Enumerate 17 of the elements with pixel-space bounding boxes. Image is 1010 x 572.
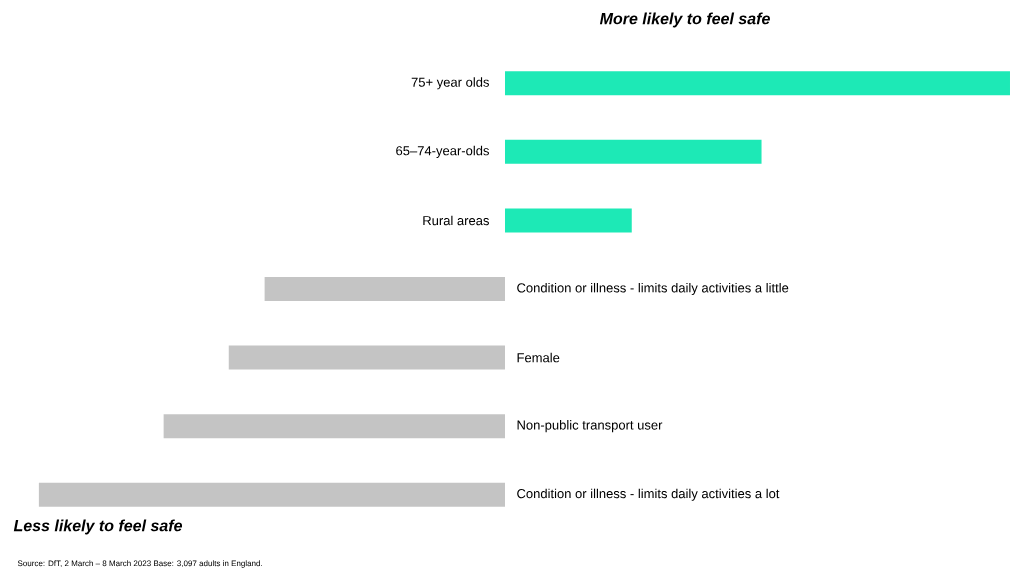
bar — [505, 208, 632, 233]
y-tick-label: Condition or illness - limits daily activities a lot — [517, 488, 780, 501]
chart-title: More likely to feel safe — [599, 12, 770, 28]
y-tick-label: Female — [517, 352, 560, 363]
y-tick-label: Non-public transport user — [517, 420, 663, 433]
annotation: Less likely to feel safe — [13, 519, 183, 535]
bar — [38, 482, 505, 507]
y-tick-label: Rural areas — [423, 215, 489, 226]
y-tick-label: Condition or illness - limits daily activities a little — [517, 282, 789, 296]
bar — [505, 71, 1010, 96]
y-tick-label: 75+ year olds — [411, 77, 489, 90]
bar — [163, 414, 505, 439]
bar — [505, 139, 762, 164]
y-tick-label: 65–74-year-olds — [396, 145, 489, 158]
bar — [228, 345, 505, 370]
bar — [264, 277, 505, 301]
source-note: Source: DfT, 2 March – 8 March 2023 Base: 3,097 adults in England. — [17, 560, 262, 568]
